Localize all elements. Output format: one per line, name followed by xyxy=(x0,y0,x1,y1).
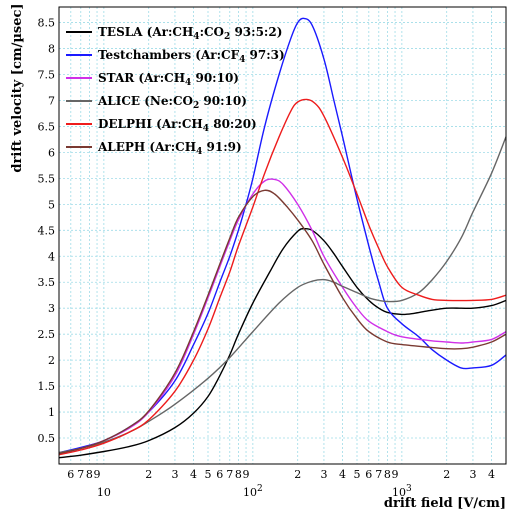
y-tick-label: 2.5 xyxy=(38,328,56,341)
x-tick-label: 6 xyxy=(365,468,372,481)
x-tick-label: 6 xyxy=(216,468,223,481)
x-tick-label: 4 xyxy=(190,468,197,481)
x-tick-label: 7 xyxy=(226,468,233,481)
x-tick-label: 7 xyxy=(77,468,84,481)
x-tick-labels: 6 7 8 9 2 3 4 5 6 7 8 9 2 3 4 5 6 7 8 9 2 3 410 102 103 xyxy=(67,468,495,499)
legend-entry-5: DELPHI (Ar:CH4 80:20) xyxy=(98,117,257,134)
y-tick-label: 4.5 xyxy=(38,224,56,237)
x-tick-label: 8 xyxy=(384,468,391,481)
series-lines xyxy=(58,17,507,459)
y-tick-label: 6 xyxy=(48,146,55,159)
x-decade-label: 103 xyxy=(392,484,412,499)
legend-entry-6: ALEPH (Ar:CH4 91:9) xyxy=(97,140,242,157)
x-tick-label: 9 xyxy=(243,468,250,481)
x-axis-label: drift field [V/cm] xyxy=(384,496,506,511)
y-tick-label: 3.5 xyxy=(38,276,56,289)
series-line-1 xyxy=(58,227,507,459)
x-tick-label: 9 xyxy=(392,468,399,481)
legend: TESLA (Ar:CH4:CO2 93:5:2) Testchambers (A… xyxy=(66,25,285,157)
y-tick-label: 6.5 xyxy=(38,120,56,133)
x-tick-label: 3 xyxy=(469,468,476,481)
y-tick-label: 7.5 xyxy=(38,69,56,82)
legend-entry-2: Testchambers (Ar:CF4 97:3) xyxy=(98,48,285,65)
x-tick-label: 3 xyxy=(171,468,178,481)
y-tick-label: 1.5 xyxy=(38,380,56,393)
legend-entry-1: TESLA (Ar:CH4:CO2 93:5:2) xyxy=(98,25,282,42)
x-tick-label: 2 xyxy=(294,468,301,481)
x-tick-label: 4 xyxy=(488,468,495,481)
y-tick-labels: 0.5 1 1.5 2 2.5 3 3.5 4 4.5 5 5.5 6 6.5 7 7.5 8 8.5 xyxy=(38,17,56,445)
y-tick-label: 5.5 xyxy=(38,172,56,185)
x-tick-label: 4 xyxy=(339,468,346,481)
grid-lines xyxy=(58,7,507,464)
x-tick-label: 3 xyxy=(320,468,327,481)
legend-entry-3: STAR (Ar:CH4 90:10) xyxy=(98,71,239,88)
y-tick-label: 3 xyxy=(48,302,55,315)
series-line-3 xyxy=(58,178,507,455)
series-line-2 xyxy=(58,17,507,454)
y-tick-label: 5 xyxy=(48,198,55,211)
x-tick-label: 2 xyxy=(145,468,152,481)
x-decade-label: 102 xyxy=(243,484,263,499)
y-tick-label: 2 xyxy=(48,354,55,367)
y-tick-label: 7 xyxy=(48,94,55,107)
y-tick-label: 8 xyxy=(48,43,55,56)
y-tick-label: 8.5 xyxy=(38,17,56,30)
x-tick-label: 2 xyxy=(443,468,450,481)
x-tick-label: 6 xyxy=(67,468,74,481)
y-axis-label: drift velocity [cm/µsec] xyxy=(10,3,25,172)
x-decade-label: 10 xyxy=(97,486,111,499)
x-tick-label: 8 xyxy=(86,468,93,481)
x-tick-label: 9 xyxy=(94,468,101,481)
x-tick-label: 5 xyxy=(205,468,212,481)
series-line-5 xyxy=(58,98,507,456)
series-line-6 xyxy=(58,189,507,455)
x-tick-label: 8 xyxy=(235,468,242,481)
x-tick-label: 7 xyxy=(375,468,382,481)
x-tick-label: 5 xyxy=(354,468,361,481)
legend-entry-4: ALICE (Ne:CO2 90:10) xyxy=(97,94,247,111)
y-tick-label: 1 xyxy=(48,406,55,419)
y-tick-label: 4 xyxy=(48,250,55,263)
plot-frame xyxy=(58,6,507,465)
y-tick-label: 0.5 xyxy=(38,432,56,445)
